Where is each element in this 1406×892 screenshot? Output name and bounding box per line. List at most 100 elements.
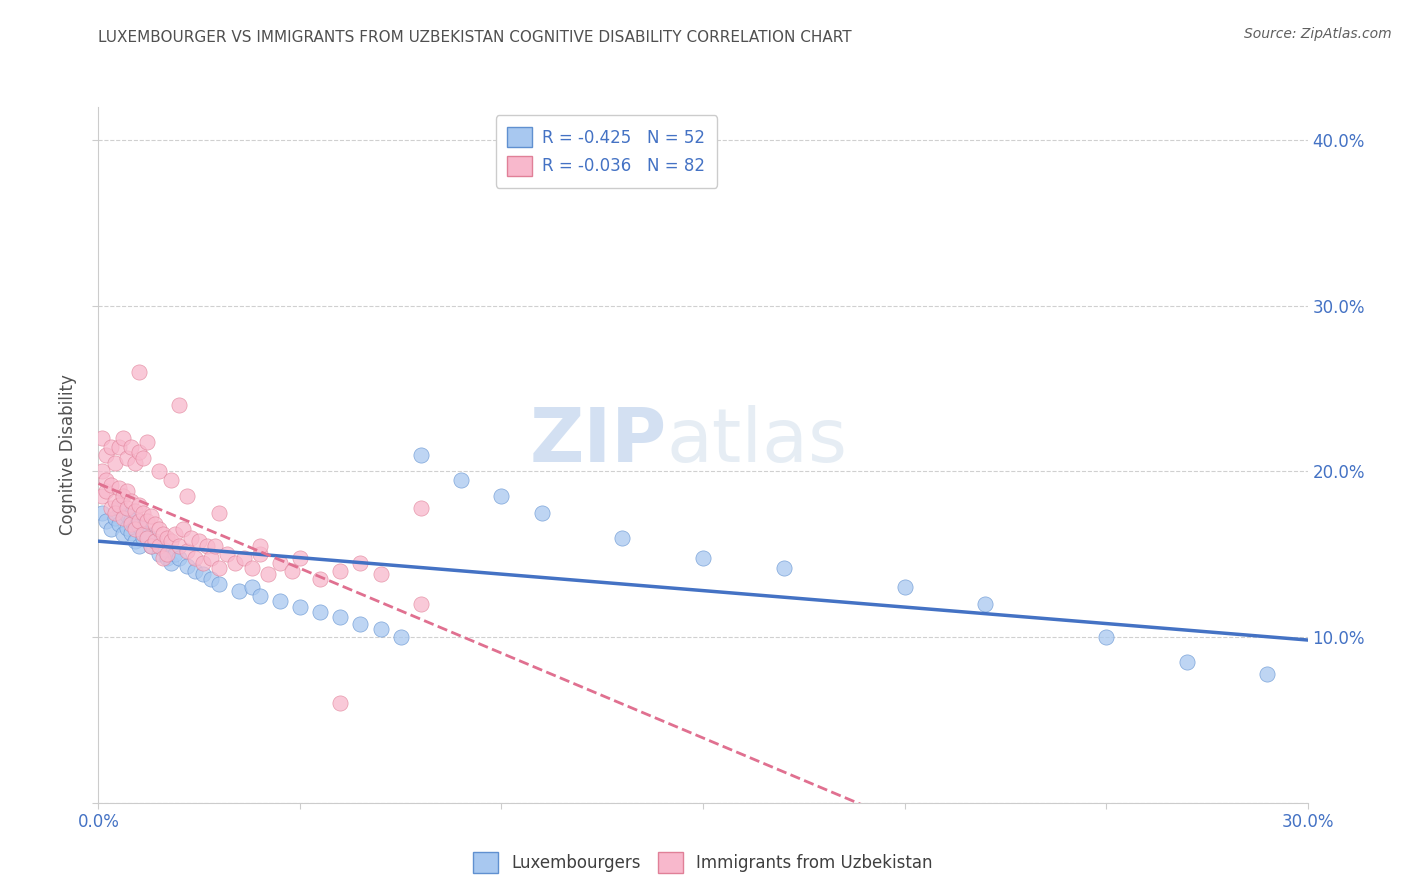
Point xyxy=(107,517,129,532)
Point xyxy=(530,506,553,520)
Point xyxy=(115,451,138,466)
Point xyxy=(240,581,263,595)
Point xyxy=(128,519,150,533)
Point xyxy=(160,473,183,487)
Point xyxy=(128,514,150,528)
Point xyxy=(132,506,155,520)
Point xyxy=(96,514,118,528)
Point xyxy=(128,444,150,458)
Point xyxy=(349,556,371,570)
Point xyxy=(148,547,170,561)
Point xyxy=(96,448,118,462)
Point xyxy=(107,500,129,515)
Point xyxy=(100,500,122,515)
Point xyxy=(124,523,146,537)
Point xyxy=(135,434,157,449)
Point xyxy=(115,508,138,522)
Point xyxy=(217,547,239,561)
Point xyxy=(152,542,174,557)
Legend: R = -0.425   N = 52, R = -0.036   N = 82: R = -0.425 N = 52, R = -0.036 N = 82 xyxy=(495,115,717,187)
Point xyxy=(148,465,170,479)
Point xyxy=(143,517,166,532)
Point xyxy=(91,489,114,503)
Point xyxy=(309,572,332,586)
Point xyxy=(103,506,125,520)
Point xyxy=(269,556,291,570)
Point xyxy=(111,489,134,503)
Point xyxy=(491,489,513,503)
Point xyxy=(103,511,125,525)
Point xyxy=(120,494,142,508)
Point xyxy=(370,622,392,636)
Point xyxy=(193,567,215,582)
Point xyxy=(111,527,134,541)
Point xyxy=(1095,630,1118,644)
Point xyxy=(135,514,157,528)
Point xyxy=(409,448,432,462)
Point xyxy=(160,556,183,570)
Point xyxy=(132,531,155,545)
Point xyxy=(103,456,125,470)
Point xyxy=(152,527,174,541)
Point xyxy=(349,616,371,631)
Point xyxy=(184,564,207,578)
Point xyxy=(139,539,162,553)
Point xyxy=(193,556,215,570)
Point xyxy=(180,531,202,545)
Point xyxy=(256,567,278,582)
Point xyxy=(200,572,222,586)
Point xyxy=(224,556,246,570)
Point xyxy=(409,597,432,611)
Point xyxy=(1175,655,1198,669)
Point xyxy=(195,539,218,553)
Point xyxy=(156,550,179,565)
Point xyxy=(120,525,142,540)
Point xyxy=(269,593,291,607)
Point xyxy=(1256,666,1278,681)
Point xyxy=(974,597,997,611)
Point xyxy=(249,547,271,561)
Point xyxy=(111,511,134,525)
Point xyxy=(163,527,186,541)
Point xyxy=(167,539,190,553)
Point xyxy=(91,465,114,479)
Point xyxy=(124,534,146,549)
Point xyxy=(107,498,129,512)
Point xyxy=(309,605,332,619)
Point xyxy=(128,539,150,553)
Point xyxy=(281,564,304,578)
Point xyxy=(120,440,142,454)
Point xyxy=(91,506,114,520)
Point xyxy=(96,473,118,487)
Point xyxy=(772,560,794,574)
Point xyxy=(132,527,155,541)
Point xyxy=(208,506,231,520)
Point xyxy=(120,512,142,526)
Point xyxy=(200,550,222,565)
Point xyxy=(240,560,263,574)
Y-axis label: Cognitive Disability: Cognitive Disability xyxy=(59,375,77,535)
Point xyxy=(111,431,134,445)
Point xyxy=(184,550,207,565)
Point xyxy=(107,481,129,495)
Point xyxy=(135,531,157,545)
Point xyxy=(148,539,170,553)
Point xyxy=(124,504,146,518)
Point xyxy=(124,456,146,470)
Point xyxy=(152,550,174,565)
Point xyxy=(128,365,150,379)
Point xyxy=(176,489,198,503)
Point xyxy=(204,539,226,553)
Point xyxy=(172,523,194,537)
Point xyxy=(103,494,125,508)
Point xyxy=(249,589,271,603)
Point xyxy=(163,547,186,561)
Point xyxy=(208,560,231,574)
Point xyxy=(167,398,190,412)
Point xyxy=(100,523,122,537)
Point xyxy=(167,550,190,565)
Point xyxy=(135,527,157,541)
Point xyxy=(249,539,271,553)
Point xyxy=(107,440,129,454)
Point xyxy=(156,547,179,561)
